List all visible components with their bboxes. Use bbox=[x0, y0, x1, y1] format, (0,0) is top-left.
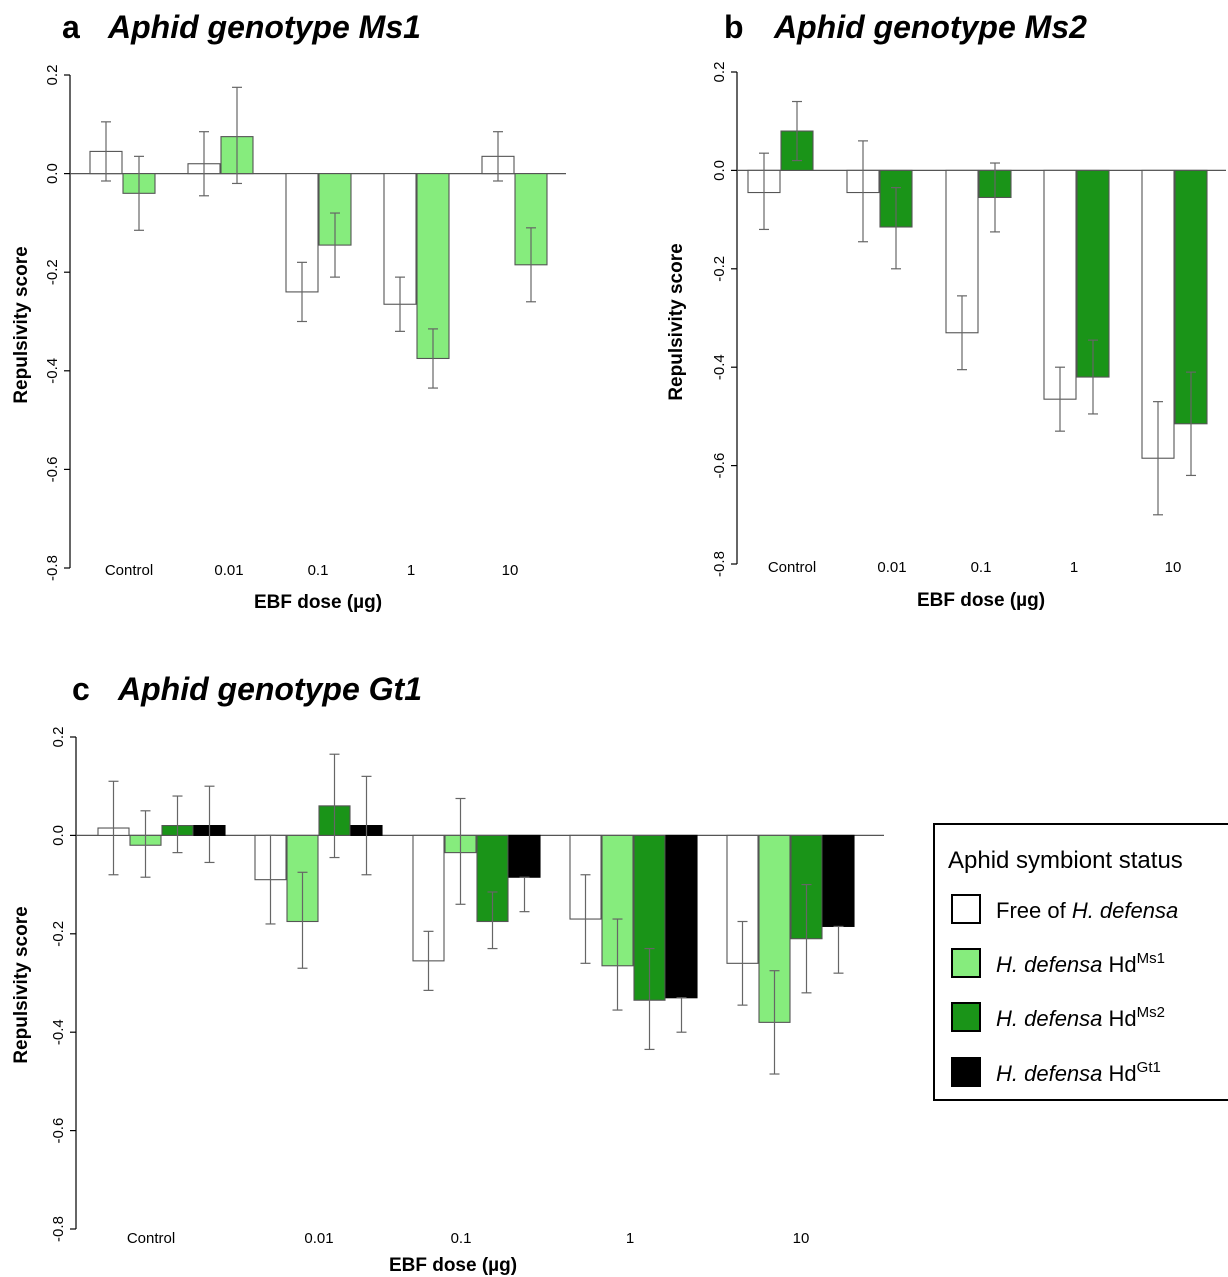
bar-gt1-10 bbox=[822, 834, 855, 927]
y-tick-label: -0.2 bbox=[711, 256, 728, 282]
y-tick-label: -0.6 bbox=[711, 453, 728, 479]
y-tick-label: 0.0 bbox=[44, 163, 61, 184]
y-tick-label: 0.2 bbox=[50, 727, 67, 748]
x-axis-title: EBF dose (µg) bbox=[254, 592, 382, 613]
y-axis-title: Repulsivity score bbox=[666, 243, 687, 400]
panel-letter: c bbox=[72, 671, 90, 707]
y-axis-title: Repulsivity score bbox=[11, 246, 32, 403]
x-category-label: 0.1 bbox=[971, 559, 992, 576]
y-tick-label: -0.8 bbox=[711, 551, 728, 577]
panel-letter: b bbox=[724, 9, 744, 45]
panel-letter: a bbox=[62, 9, 80, 45]
x-axis-title: EBF dose (µg) bbox=[917, 590, 1045, 611]
bar-gt1-1 bbox=[665, 834, 698, 999]
x-category-label: 1 bbox=[626, 1230, 634, 1247]
legend-swatch-ms1 bbox=[951, 948, 981, 978]
y-tick-label: -0.8 bbox=[50, 1216, 67, 1242]
legend-label-free: Free of H. defensa bbox=[996, 898, 1178, 923]
y-tick-label: -0.2 bbox=[44, 259, 61, 285]
y-tick-label: -0.4 bbox=[711, 354, 728, 380]
x-category-label: 0.01 bbox=[304, 1230, 333, 1247]
legend-swatch-gt1 bbox=[951, 1057, 981, 1087]
legend-label-ms1: H. defensa HdMs1 bbox=[996, 950, 1165, 977]
x-category-label: 0.1 bbox=[451, 1230, 472, 1247]
y-tick-label: -0.6 bbox=[44, 456, 61, 482]
y-tick-label: 0.2 bbox=[711, 62, 728, 83]
x-category-label: Control bbox=[127, 1230, 175, 1247]
legend-label-gt1: H. defensa HdGt1 bbox=[996, 1059, 1161, 1086]
legend-swatch-ms2 bbox=[951, 1002, 981, 1032]
bar-free-0.1 bbox=[945, 169, 979, 334]
panel-title: Aphid genotype Gt1 bbox=[117, 671, 422, 707]
legend-label-ms2: H. defensa HdMs2 bbox=[996, 1004, 1165, 1031]
x-category-label: 0.1 bbox=[308, 562, 329, 579]
y-tick-label: 0.2 bbox=[44, 65, 61, 86]
x-category-label: 10 bbox=[1165, 559, 1182, 576]
y-axis-title: Repulsivity score bbox=[11, 906, 32, 1063]
bar-free-1 bbox=[1043, 169, 1077, 400]
y-tick-label: -0.2 bbox=[50, 921, 67, 947]
legend: Aphid symbiont status Free of H. defensa H… bbox=[933, 823, 1228, 1101]
y-tick-label: 0.0 bbox=[711, 160, 728, 181]
x-category-label: 10 bbox=[502, 562, 519, 579]
x-axis-title: EBF dose (µg) bbox=[389, 1255, 517, 1276]
legend-title: Aphid symbiont status bbox=[948, 847, 1183, 874]
chart-panel-b: b Aphid genotype Ms2 -0.8 -0.6 -0.4 -0.2 0.0 0.… bbox=[666, 9, 1226, 611]
y-tick-label: 0.0 bbox=[50, 825, 67, 846]
y-tick-label: -0.8 bbox=[44, 555, 61, 581]
bar-ms1-1 bbox=[416, 173, 450, 360]
x-category-label: 0.01 bbox=[877, 559, 906, 576]
y-tick-label: -0.6 bbox=[50, 1118, 67, 1144]
chart-panel-c: c Aphid genotype Gt1 -0.8 -0.6 -0.4 -0.2 0.0 0.… bbox=[11, 671, 884, 1276]
y-tick-label: -0.4 bbox=[50, 1019, 67, 1045]
bar-gt1-0.1 bbox=[508, 834, 541, 878]
legend-box bbox=[933, 823, 1228, 1101]
x-category-label: Control bbox=[768, 559, 816, 576]
x-category-label: 0.01 bbox=[214, 562, 243, 579]
x-category-label: 1 bbox=[1070, 559, 1078, 576]
chart-panel-a: a Aphid genotype Ms1 -0.8 -0.6 -0.4 -0.2 0.0 0.… bbox=[11, 9, 566, 613]
panel-title: Aphid genotype Ms2 bbox=[773, 9, 1087, 45]
x-category-label: 1 bbox=[407, 562, 415, 579]
y-tick-label: -0.4 bbox=[44, 358, 61, 384]
legend-swatch-free bbox=[951, 894, 981, 924]
panel-title: Aphid genotype Ms1 bbox=[107, 9, 421, 45]
x-category-label: Control bbox=[105, 562, 153, 579]
x-category-label: 10 bbox=[793, 1230, 810, 1247]
